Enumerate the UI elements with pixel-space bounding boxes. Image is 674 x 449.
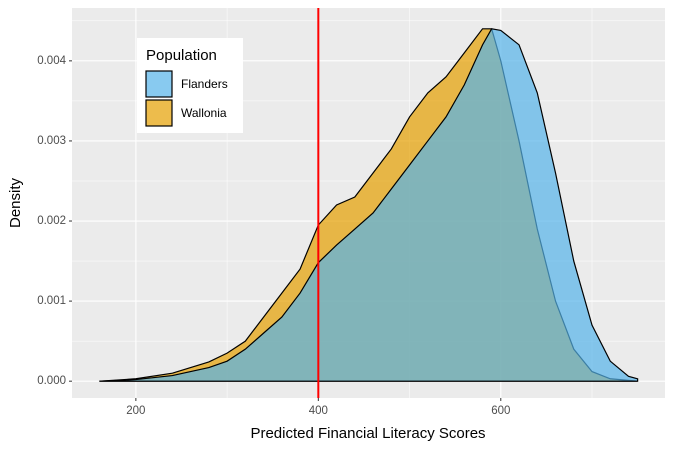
y-tick-label: 0.000 [37,375,66,387]
y-tick-label: 0.001 [37,295,66,307]
y-axis-title: Density [7,177,24,228]
x-tick-label: 600 [491,405,510,417]
y-tick-label: 0.003 [37,135,66,147]
x-tick-label: 200 [126,405,145,417]
y-tick-label: 0.002 [37,215,66,227]
y-tick-label: 0.004 [37,55,66,67]
legend-title: Population [146,47,217,64]
legend-label: Wallonia [181,106,227,120]
legend-key [145,99,173,127]
legend-key [145,70,173,98]
legend-label: Flanders [181,77,228,91]
density-area [99,28,639,382]
x-tick-label: 400 [309,405,328,417]
x-axis-title: Predicted Financial Literacy Scores [250,425,485,442]
